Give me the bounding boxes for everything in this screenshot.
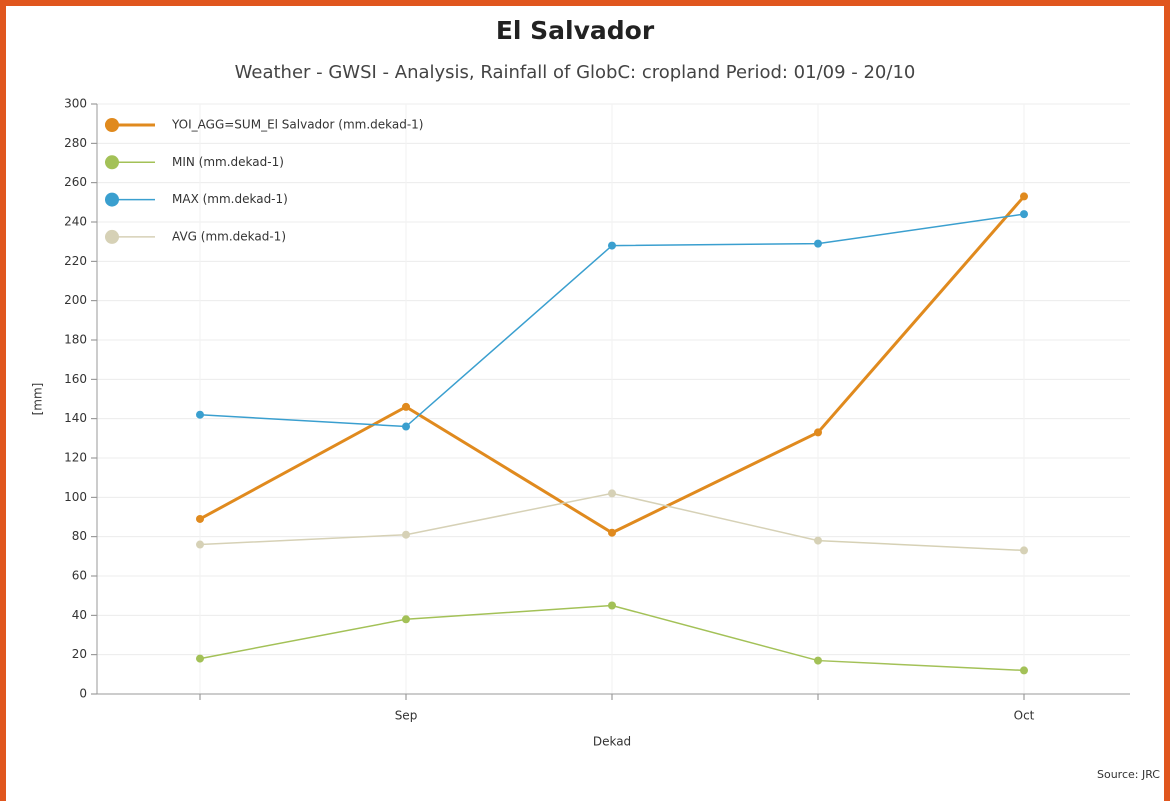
data-point <box>402 530 410 539</box>
data-point <box>814 239 822 248</box>
chart-subtitle: Weather - GWSI - Analysis, Rainfall of G… <box>235 62 916 83</box>
data-point <box>1020 546 1028 555</box>
legend-label: YOI_AGG=SUM_El Salvador (mm.dekad-1) <box>171 118 424 132</box>
data-point <box>196 540 204 549</box>
legend-label: AVG (mm.dekad-1) <box>172 229 286 243</box>
data-point <box>608 241 616 250</box>
x-axis-label: Dekad <box>593 735 631 749</box>
y-tick-label: 220 <box>64 254 87 268</box>
y-tick-label: 300 <box>64 97 87 111</box>
legend-marker <box>105 229 119 244</box>
legend-marker <box>105 192 119 207</box>
data-point <box>608 601 616 610</box>
data-point <box>1020 666 1028 675</box>
y-tick-label: 60 <box>72 569 87 583</box>
data-point <box>814 536 822 545</box>
y-tick-label: 0 <box>79 687 87 701</box>
source: Source: JRC <box>1097 768 1160 781</box>
y-tick-label: 120 <box>64 451 87 465</box>
y-tick-label: 280 <box>64 136 87 150</box>
data-point <box>1020 210 1028 219</box>
data-point <box>196 410 204 419</box>
y-tick-label: 160 <box>64 372 87 386</box>
data-point <box>402 615 410 624</box>
y-tick-label: 20 <box>72 647 87 661</box>
data-point <box>402 422 410 431</box>
data-point <box>402 402 410 411</box>
legend-label: MIN (mm.dekad-1) <box>172 155 284 169</box>
data-point <box>1020 192 1028 201</box>
y-tick-label: 240 <box>64 215 87 229</box>
legend-marker <box>105 155 119 170</box>
data-point <box>608 528 616 537</box>
data-point <box>608 489 616 498</box>
y-axis-label: [mm] <box>31 383 45 416</box>
x-tick-label: Oct <box>1014 709 1035 723</box>
data-point <box>814 428 822 437</box>
data-point <box>196 514 204 523</box>
legend-label: MAX (mm.dekad-1) <box>172 192 288 206</box>
y-tick-label: 100 <box>64 490 87 504</box>
x-tick-label: Sep <box>395 709 418 723</box>
y-tick-label: 40 <box>72 608 87 622</box>
data-point <box>814 656 822 665</box>
chart-title: El Salvador <box>496 16 655 45</box>
y-tick-label: 260 <box>64 175 87 189</box>
legend-marker <box>105 118 119 132</box>
y-tick-label: 200 <box>64 293 87 307</box>
y-tick-label: 180 <box>64 333 87 347</box>
data-point <box>196 654 204 663</box>
y-tick-label: 140 <box>64 411 87 425</box>
y-tick-label: 80 <box>72 529 87 543</box>
